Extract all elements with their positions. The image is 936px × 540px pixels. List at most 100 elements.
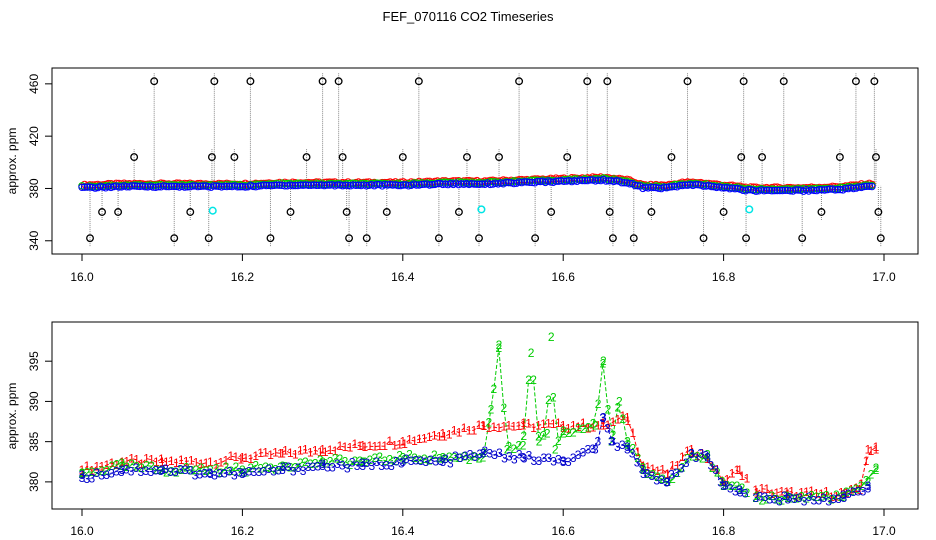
bottom-series-marker-1: 1	[366, 439, 373, 453]
bottom-series-marker-2: 2	[592, 419, 599, 433]
bottom-series-marker-1: 1	[421, 431, 428, 445]
bottom-series-marker-3: 3	[590, 442, 597, 456]
bottom-series-marker-2: 2	[552, 443, 559, 457]
top-baseline-point-blue	[420, 180, 428, 188]
bottom-series-marker-3: 3	[506, 449, 513, 463]
top-baseline-point-blue	[581, 176, 589, 185]
bottom-series-marker-3: 3	[801, 495, 808, 509]
bottom-series-marker-1: 1	[565, 421, 572, 435]
bottom-series-marker-3: 3	[133, 461, 140, 475]
top-baseline-point-blue	[578, 176, 586, 185]
bottom-series-marker-3: 3	[236, 466, 243, 480]
bottom-x-tick-label: 16.8	[712, 524, 736, 538]
bottom-series-marker-2: 2	[545, 393, 552, 407]
bottom-series-marker-3: 3	[290, 464, 297, 478]
bottom-series-marker-1: 1	[347, 441, 354, 455]
top-y-tick-label: 340	[27, 230, 41, 250]
top-spike-lines	[89, 73, 882, 247]
bottom-series-marker-3: 3	[521, 452, 528, 466]
bottom-series-marker-3: 3	[300, 464, 307, 478]
bottom-series-marker-3: 3	[860, 484, 867, 498]
top-baseline-point-blue	[83, 183, 92, 191]
bottom-series-marker-2: 2	[688, 447, 695, 461]
bottom-series-marker-3: 3	[119, 463, 126, 477]
top-spike-point	[207, 153, 216, 162]
bottom-series-marker-1: 1	[500, 419, 507, 433]
top-baseline-point-blue	[683, 181, 692, 189]
bottom-series-marker-2: 2	[540, 429, 547, 443]
bottom-series-marker-2: 2	[158, 463, 165, 477]
top-spike-point	[454, 208, 463, 216]
bottom-series-marker-2: 2	[605, 402, 612, 416]
bottom-series-marker-1: 1	[113, 458, 120, 472]
bottom-series-marker-1: 1	[79, 463, 86, 477]
top-baseline-point-blue	[267, 181, 276, 190]
bottom-series-marker-1: 1	[654, 464, 661, 478]
bottom-series-marker-2: 2	[223, 460, 230, 474]
top-spike-point	[699, 234, 708, 243]
top-spike-point	[683, 77, 692, 86]
top-spike-point	[872, 153, 880, 162]
bottom-series-marker-2: 2	[207, 463, 214, 477]
bottom-series-marker-1: 1	[103, 458, 110, 472]
bottom-series-marker-2: 2	[277, 460, 284, 474]
top-baseline-point-blue	[762, 186, 771, 195]
bottom-series-marker-1: 1	[644, 460, 651, 474]
top-baseline-point-blue	[525, 178, 534, 187]
bottom-series-marker-3: 3	[614, 440, 621, 454]
top-baseline-point-blue	[668, 183, 676, 191]
bottom-series-marker-2: 2	[669, 472, 676, 486]
bottom-series-marker-1: 1	[600, 419, 607, 433]
top-baseline-point-blue	[820, 186, 829, 194]
bottom-series-marker-1: 1	[138, 457, 145, 471]
bottom-series-marker-3: 3	[481, 444, 488, 458]
top-spike-point	[210, 77, 219, 86]
bottom-series-marker-1: 1	[332, 444, 339, 458]
top-baseline-point-blue	[557, 177, 565, 185]
top-cyan-point	[477, 205, 486, 214]
bottom-series-marker-3: 3	[516, 448, 523, 462]
bottom-series-marker-2: 2	[520, 429, 527, 443]
bottom-series-marker-3: 3	[280, 460, 287, 474]
bottom-series-marker-3: 3	[668, 467, 675, 481]
bottom-series-marker-3: 3	[344, 461, 351, 475]
bottom-series-marker-2: 2	[218, 466, 225, 480]
top-baseline-point-blue	[86, 183, 94, 191]
top-baseline-point-blue	[159, 182, 168, 190]
bottom-y-axis: 380 385 390 395	[27, 351, 52, 492]
bottom-series-marker-3: 3	[113, 464, 120, 478]
bottom-series-marker-1: 1	[580, 416, 587, 430]
top-baseline-point-blue	[260, 181, 268, 189]
top-baseline-point-blue	[352, 181, 360, 190]
bottom-series-marker-3: 3	[305, 460, 312, 474]
bottom-series-marker-2: 2	[138, 461, 145, 475]
bottom-series-marker-1: 1	[337, 439, 344, 453]
top-baseline-point-blue	[776, 186, 784, 195]
bottom-series-marker-2: 2	[714, 465, 721, 479]
top-baseline-point-blue	[291, 181, 299, 190]
bottom-series-marker-1: 1	[108, 456, 115, 470]
top-baseline-point-blue	[362, 182, 371, 190]
bottom-series-marker-2: 2	[724, 478, 731, 492]
top-x-tick-label: 16.8	[712, 270, 736, 284]
top-spike-point	[382, 208, 391, 216]
bottom-series-marker-1: 1	[585, 421, 592, 435]
top-y-axis-label: approx. ppm	[5, 128, 19, 195]
bottom-series-marker-2: 2	[620, 412, 627, 426]
bottom-series-marker-3: 3	[501, 451, 508, 465]
bottom-series-marker-2: 2	[426, 454, 433, 468]
bottom-series-marker-1: 1	[159, 455, 166, 469]
top-baseline-point-blue	[412, 181, 421, 189]
bottom-series-marker-2: 2	[108, 459, 115, 473]
top-baseline-point-blue	[320, 181, 328, 190]
bottom-series-marker-2: 2	[436, 452, 443, 466]
bottom-series-marker-1: 1	[441, 429, 448, 443]
bottom-series-marker-2: 2	[719, 474, 726, 488]
top-baseline-point-blue	[773, 186, 781, 195]
bottom-series-marker-2: 2	[828, 493, 835, 507]
bottom-series-marker-2: 2	[307, 457, 314, 471]
top-baseline-point-blue	[136, 182, 144, 191]
top-baseline-point-blue	[676, 181, 684, 190]
bottom-series-marker-2: 2	[327, 455, 334, 469]
